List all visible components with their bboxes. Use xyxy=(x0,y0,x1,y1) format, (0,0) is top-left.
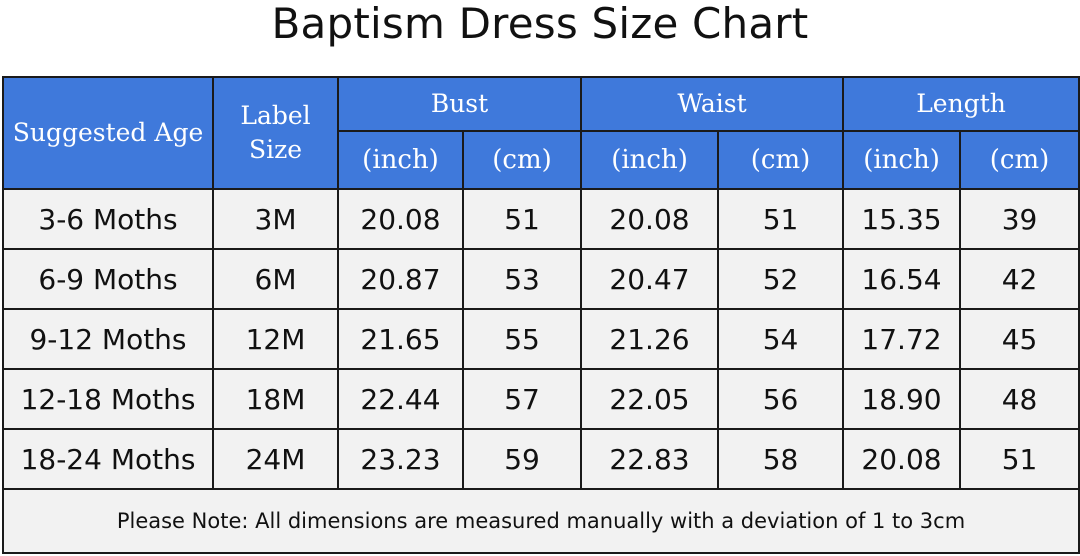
header-row-units: (inch) (cm) (inch) (cm) (inch) (cm) xyxy=(3,130,1080,190)
header-bust: Bust xyxy=(336,76,583,132)
cell-length-cm: 48 xyxy=(959,368,1080,430)
cell-waist-inch: 22.83 xyxy=(580,428,720,490)
chart-title: Baptism Dress Size Chart xyxy=(271,0,809,48)
cell-waist-inch: 21.26 xyxy=(580,308,720,370)
table-row: 18-24 Moths 24M 23.23 59 22.83 58 20.08 … xyxy=(2,428,1080,490)
cell-bust-cm: 59 xyxy=(461,428,583,490)
table-row: 9-12 Moths 12M 21.65 55 21.26 54 17.72 4… xyxy=(2,308,1080,370)
cell-waist-inch: 22.05 xyxy=(580,368,720,430)
cell-length-inch: 15.35 xyxy=(842,188,962,250)
header-label-size: Label Size xyxy=(212,76,339,190)
cell-length-inch: 20.08 xyxy=(842,428,962,490)
cell-size: 6M xyxy=(212,248,339,310)
cell-size: 24M xyxy=(212,428,339,490)
header-label-size-line1: Label xyxy=(240,101,311,130)
cell-age: 6-9 Moths xyxy=(2,248,214,310)
cell-waist-inch: 20.08 xyxy=(580,188,720,250)
cell-length-inch: 17.72 xyxy=(842,308,962,370)
cell-waist-cm: 54 xyxy=(717,308,845,370)
cell-waist-cm: 56 xyxy=(717,368,845,430)
header-row-groups: Suggested Age Label Size Bust Waist Leng… xyxy=(2,76,1080,190)
measurement-note: Please Note: All dimensions are measured… xyxy=(1,488,1080,554)
cell-size: 3M xyxy=(212,188,339,250)
cell-bust-cm: 57 xyxy=(461,368,583,430)
note-row: Please Note: All dimensions are measured… xyxy=(1,488,1080,554)
cell-length-cm: 45 xyxy=(959,308,1080,370)
cell-bust-inch: 21.65 xyxy=(337,308,464,370)
header-length-inch: (inch) xyxy=(842,130,962,190)
header-label-size-line2: Size xyxy=(248,135,303,164)
header-waist-cm: (cm) xyxy=(717,130,845,190)
header-bust-cm: (cm) xyxy=(461,130,583,190)
cell-bust-inch: 22.44 xyxy=(337,368,464,430)
cell-bust-cm: 55 xyxy=(461,308,583,370)
header-bust-inch: (inch) xyxy=(337,130,464,190)
header-length-cm: (cm) xyxy=(959,130,1080,190)
cell-length-inch: 16.54 xyxy=(842,248,962,310)
table-row: 3-6 Moths 3M 20.08 51 20.08 51 15.35 39 xyxy=(2,188,1080,250)
cell-age: 3-6 Moths xyxy=(2,188,214,250)
table-row: 6-9 Moths 6M 20.87 53 20.47 52 16.54 42 xyxy=(2,248,1080,310)
cell-age: 12-18 Moths xyxy=(2,368,214,430)
header-suggested-age: Suggested Age xyxy=(2,76,214,190)
header-waist: Waist xyxy=(580,76,845,132)
header-waist-inch: (inch) xyxy=(580,130,720,190)
cell-waist-cm: 51 xyxy=(717,188,845,250)
cell-size: 12M xyxy=(212,308,339,370)
cell-bust-inch: 23.23 xyxy=(337,428,464,490)
header-length: Length xyxy=(842,76,1080,132)
cell-length-cm: 39 xyxy=(959,188,1080,250)
cell-length-cm: 42 xyxy=(959,248,1080,310)
table-row: 12-18 Moths 18M 22.44 57 22.05 56 18.90 … xyxy=(2,368,1080,430)
cell-length-cm: 51 xyxy=(959,428,1080,490)
cell-size: 18M xyxy=(212,368,339,430)
cell-waist-cm: 52 xyxy=(717,248,845,310)
cell-bust-inch: 20.08 xyxy=(337,188,464,250)
cell-bust-cm: 53 xyxy=(461,248,583,310)
size-chart-table: Suggested Age Label Size Bust Waist Leng… xyxy=(1,76,1080,554)
cell-age: 18-24 Moths xyxy=(2,428,214,490)
cell-bust-cm: 51 xyxy=(461,188,583,250)
cell-length-inch: 18.90 xyxy=(842,368,962,430)
cell-bust-inch: 20.87 xyxy=(337,248,464,310)
cell-waist-cm: 58 xyxy=(717,428,845,490)
cell-waist-inch: 20.47 xyxy=(580,248,720,310)
cell-age: 9-12 Moths xyxy=(2,308,214,370)
